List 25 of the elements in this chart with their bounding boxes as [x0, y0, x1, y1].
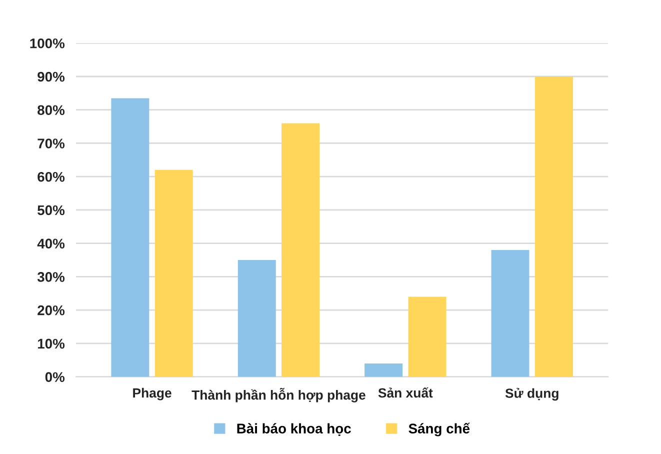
bar: [111, 98, 150, 377]
x-tick-label: Phage: [133, 388, 172, 400]
y-tick-label: 90%: [38, 72, 65, 82]
y-tick-label: 0%: [45, 372, 65, 382]
x-tick-label: Sử dụng: [505, 388, 558, 401]
legend-label: Bài báo khoa học: [237, 423, 351, 436]
y-tick-label: 10%: [38, 338, 65, 349]
y-tick-label: 50%: [38, 205, 65, 216]
y-tick-label: 70%: [38, 138, 65, 148]
bar: [282, 123, 320, 377]
y-tick-label: 40%: [37, 238, 65, 249]
bar: [238, 260, 276, 377]
y-tick-label: 30%: [37, 272, 65, 282]
bar: [491, 250, 530, 377]
bar: [154, 170, 193, 377]
bar: [408, 296, 446, 377]
y-tick-label: 100%: [30, 38, 65, 48]
bar: [364, 363, 403, 377]
legend-label: Sáng chế: [408, 422, 470, 436]
y-tick-label: 20%: [38, 305, 65, 316]
x-tick-label: Sản xuất: [378, 387, 433, 398]
y-tick-label: 60%: [38, 172, 65, 182]
y-tick-label: 80%: [38, 105, 65, 116]
x-tick-label: Thành phần hỗn hợp phage: [192, 388, 366, 402]
bar: [534, 76, 573, 377]
